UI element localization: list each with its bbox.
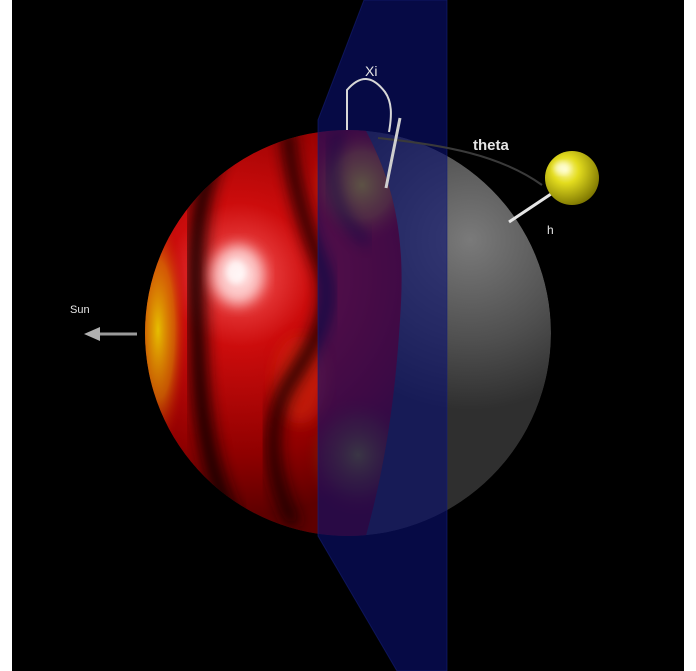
xi-arc [346, 78, 392, 133]
label-sun: Sun [70, 304, 90, 316]
label-xi: Xi [365, 63, 377, 79]
label-theta: theta [473, 137, 509, 154]
plane-surface [318, 0, 447, 671]
dark-band [186, 141, 247, 536]
terminator-plane [317, 0, 448, 671]
limb-hot-band [145, 205, 188, 455]
normal-vector [384, 117, 402, 189]
theta-arc [377, 137, 543, 186]
label-h: h [547, 223, 554, 237]
h-vector [508, 192, 552, 224]
sun-direction-arrow [84, 327, 137, 341]
satellite-sphere [545, 151, 599, 205]
